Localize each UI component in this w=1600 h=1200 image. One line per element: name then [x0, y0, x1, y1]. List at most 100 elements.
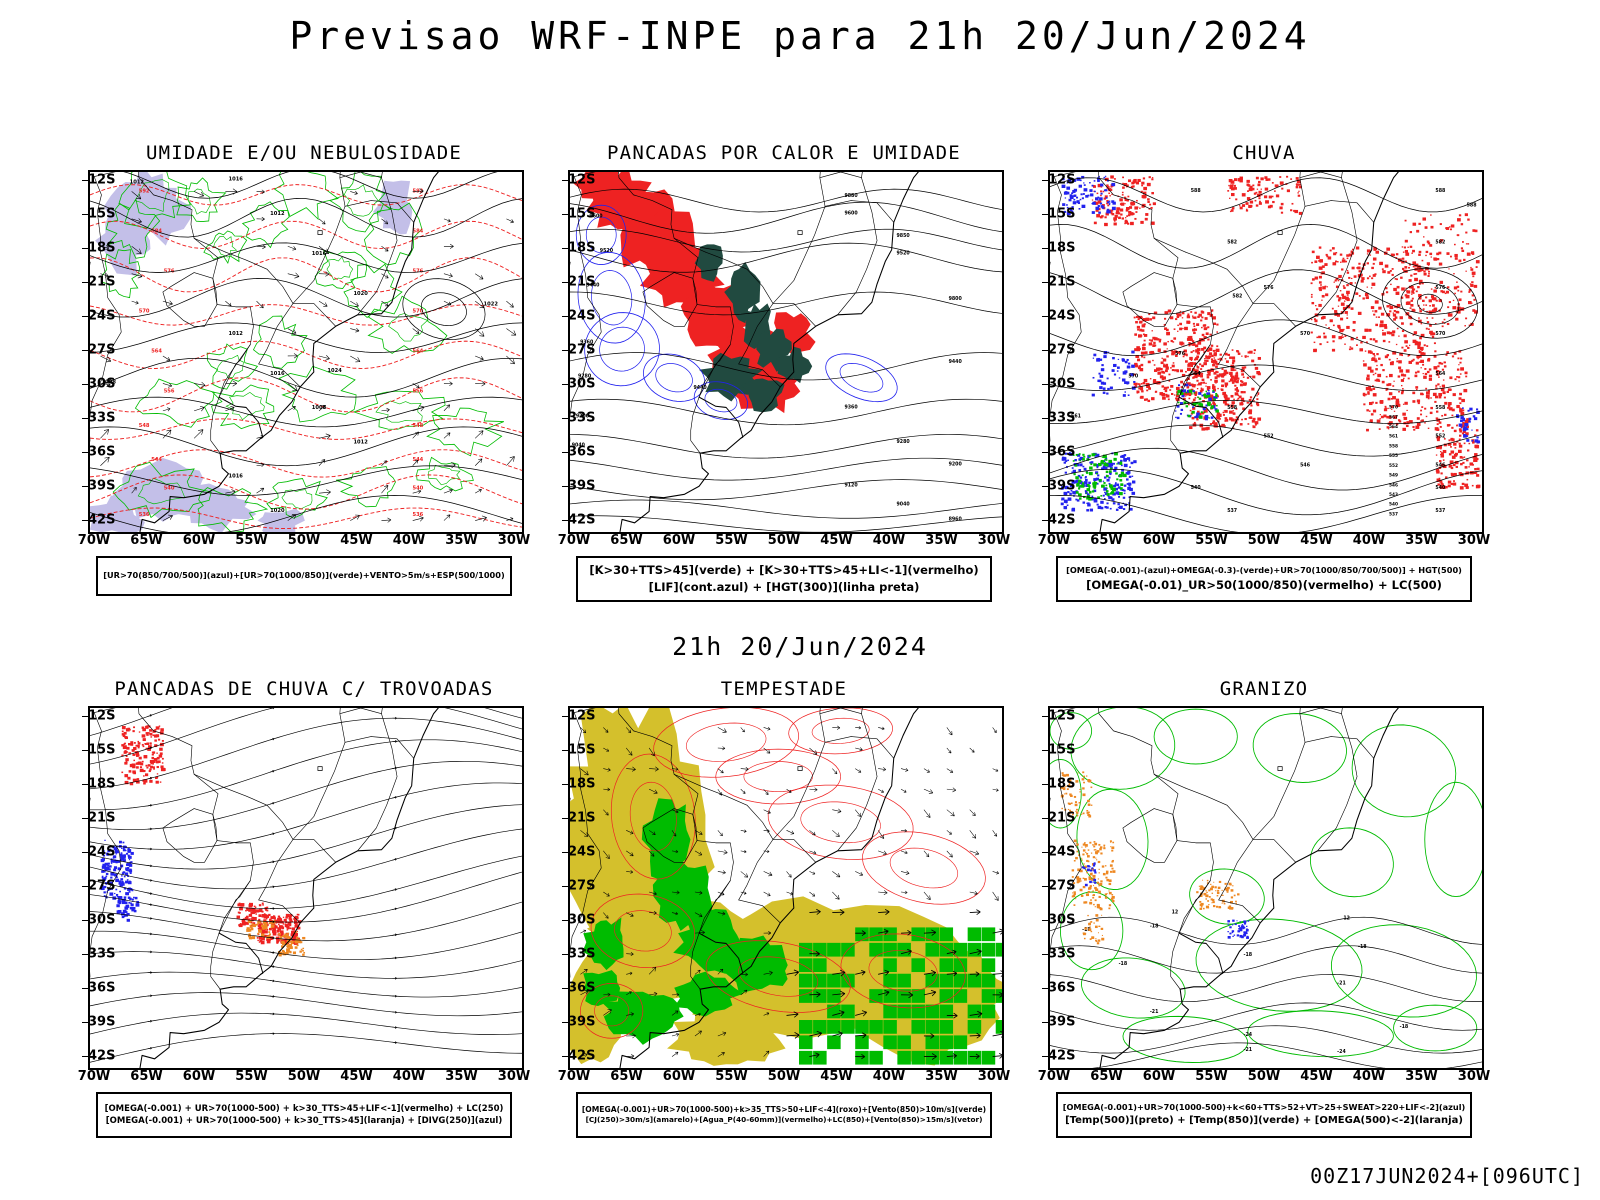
svg-text:548: 548 [412, 423, 423, 429]
y-axis-tickmark [562, 282, 568, 283]
panel-title-trovoadas: PANCADAS DE CHUVA C/ TROVOADAS [114, 678, 494, 700]
svg-text:558: 558 [1227, 405, 1237, 411]
y-axis-tickmark [1042, 418, 1048, 419]
y-axis-tickmark [562, 988, 568, 989]
legend-chuva: [OMEGA(-0.001)-(azul)+OMEGA(-0.3)-(verde… [1056, 556, 1472, 602]
svg-text:564: 564 [1435, 371, 1445, 377]
svg-text:-18: -18 [1119, 961, 1128, 967]
y-axis-tickmark [562, 214, 568, 215]
x-axis-tick: 50W [287, 1069, 321, 1084]
x-axis-tick: 70W [557, 533, 591, 548]
y-axis-tickmark [1042, 886, 1048, 887]
svg-text:588: 588 [1467, 202, 1477, 208]
svg-text:1008: 1008 [102, 379, 117, 385]
y-axis-tickmark [1042, 1022, 1048, 1023]
svg-text:540: 540 [1389, 502, 1398, 508]
x-axis-tick: 40W [392, 533, 426, 548]
svg-text:558: 558 [1435, 405, 1445, 411]
svg-text:537: 537 [1227, 508, 1237, 514]
map-pancadas-calor[interactable]: 9880 9850 9800 9600 9520 9440 9360 9280 9200 9120… [568, 170, 1004, 534]
svg-text:549: 549 [1389, 472, 1398, 478]
x-axis-tick: 70W [1037, 533, 1071, 548]
x-axis-tick: 65W [1090, 533, 1123, 548]
y-axis-tickmark [1042, 1056, 1048, 1057]
y-axis-tickmark [82, 452, 88, 453]
x-axis-tick: 55W [1195, 1069, 1228, 1084]
svg-text:9360: 9360 [844, 404, 858, 410]
x-axis-tick: 60W [182, 533, 216, 548]
x-axis-tick: 30W [1457, 1069, 1491, 1084]
svg-text:537: 537 [1389, 511, 1398, 517]
x-axis-tick: 65W [130, 1069, 163, 1084]
svg-text:582: 582 [1227, 239, 1237, 245]
x-axis-tick: 35W [1405, 1069, 1438, 1084]
svg-text:540: 540 [1435, 485, 1445, 491]
svg-text:-18: -18 [1082, 927, 1091, 933]
map-trovoadas[interactable] [88, 706, 524, 1070]
y-axis-tickmark [82, 214, 88, 215]
svg-text:9280: 9280 [897, 439, 911, 445]
y-axis-tickmark [82, 716, 88, 717]
svg-text:-21: -21 [1150, 1009, 1159, 1015]
svg-text:558: 558 [1389, 443, 1398, 449]
y-axis-tickmark [1042, 282, 1048, 283]
svg-text:570: 570 [139, 308, 150, 314]
map-umidade[interactable]: 592 592 584 584 576 576 570 570 564 564 556 556 548 5… [88, 170, 524, 534]
svg-text:9040: 9040 [897, 502, 911, 508]
y-axis-tickmark [1042, 920, 1048, 921]
svg-text:570: 570 [1128, 374, 1138, 380]
x-axis-tick: 65W [1090, 1069, 1123, 1084]
y-axis-tickmark [1042, 520, 1048, 521]
y-axis-tickmark [562, 852, 568, 853]
y-axis-tickmark [562, 486, 568, 487]
svg-text:-21: -21 [1243, 1047, 1252, 1053]
y-axis-tickmark [82, 1056, 88, 1057]
y-axis-tickmark [1042, 384, 1048, 385]
svg-text:9280: 9280 [578, 374, 592, 380]
x-axis-tick: 60W [662, 1069, 696, 1084]
svg-text:-18: -18 [1150, 923, 1159, 929]
x-axis-tick: 30W [497, 533, 531, 548]
x-axis-tick: 60W [182, 1069, 216, 1084]
x-axis-tick: 70W [77, 1069, 111, 1084]
svg-text:540: 540 [412, 486, 423, 492]
x-axis-tick: 30W [977, 533, 1011, 548]
mid-row-title: 21h 20/Jun/2024 [672, 632, 928, 661]
svg-text:564: 564 [412, 348, 423, 354]
y-axis-tickmark [1042, 988, 1048, 989]
svg-text:564: 564 [151, 348, 162, 354]
svg-text:546: 546 [1300, 462, 1310, 468]
svg-text:544: 544 [151, 457, 162, 463]
y-axis-tickmark [82, 180, 88, 181]
x-axis-tick: 60W [662, 533, 696, 548]
svg-text:552: 552 [1435, 434, 1445, 440]
y-axis-tickmark [562, 784, 568, 785]
map-granizo[interactable]: -18 -18 -21 -21 -24 -24 -18 -18 -18 -18 -21 12 12 [1048, 706, 1484, 1070]
y-axis-tickmark [1042, 750, 1048, 751]
svg-text:536: 536 [139, 512, 150, 518]
svg-text:561: 561 [1071, 414, 1081, 420]
svg-text:9440: 9440 [694, 385, 708, 391]
svg-text:9600: 9600 [844, 210, 858, 216]
legend-line: [OMEGA(-0.001) + UR>70(1000-500) + k>30_… [105, 1116, 503, 1126]
x-axis-tick: 45W [820, 533, 853, 548]
y-axis-tickmark [562, 316, 568, 317]
map-chuva[interactable]: 588 588 582 582 576 576 570 570 564 564 558 558 552 5… [1048, 170, 1484, 534]
svg-text:9440: 9440 [586, 282, 600, 288]
legend-line: [LIF](cont.azul) + [HGT(300)](linha pret… [648, 580, 920, 594]
svg-text:9800: 9800 [949, 296, 963, 302]
svg-text:1012: 1012 [130, 179, 145, 185]
x-axis-tick: 40W [1352, 533, 1386, 548]
y-axis-tickmark [562, 1056, 568, 1057]
y-axis-tickmark [1042, 852, 1048, 853]
svg-text:584: 584 [412, 228, 423, 234]
legend-line: [Temp(500)](preto) + [Temp(850)](verde) … [1065, 1114, 1463, 1126]
svg-text:546: 546 [1389, 482, 1398, 488]
map-tempestade[interactable] [568, 706, 1004, 1070]
y-axis-tickmark [82, 520, 88, 521]
y-axis-tickmark [1042, 486, 1048, 487]
x-axis-tick: 35W [1405, 533, 1438, 548]
x-axis-tick: 45W [340, 1069, 373, 1084]
svg-text:570: 570 [412, 308, 423, 314]
x-axis-tick: 60W [1142, 1069, 1176, 1084]
